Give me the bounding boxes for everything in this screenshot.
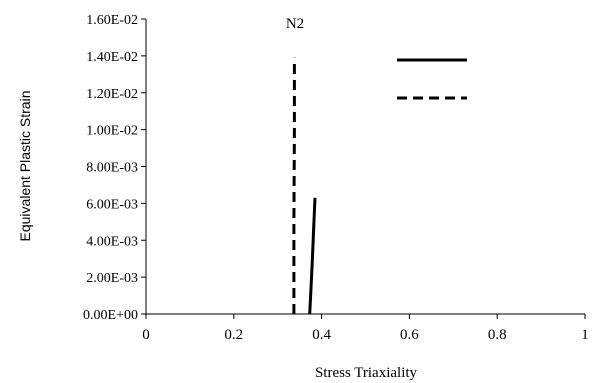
x-tick-label: 0.6: [400, 327, 419, 343]
x-tick-label: 0.4: [312, 327, 331, 343]
x-tick-label: 0: [142, 327, 150, 343]
y-tick-label: 4.00E-03: [86, 234, 138, 249]
chart-title: N2: [286, 16, 304, 32]
y-tick-label: 0.00E+00: [83, 308, 138, 323]
y-tick-label: 6.00E-03: [86, 197, 138, 212]
x-tick-label: 1: [581, 327, 589, 343]
x-tick-label: 0.8: [488, 327, 507, 343]
ticks: 0.00E+00 2.00E-03 4.00E-03 6.00E-03 8.00E-03…: [83, 13, 589, 343]
y-tick-label: 8.00E-03: [86, 161, 138, 176]
y-tick-label: 1.00E-02: [86, 124, 138, 139]
solid-series-line: [308, 197, 317, 315]
legend: [397, 58, 467, 100]
dashed-series-line: [292, 57, 296, 314]
y-tick-label: 1.60E-02: [86, 13, 138, 28]
y-tick-label: 2.00E-03: [86, 271, 138, 286]
x-tick-label: 0.2: [224, 327, 243, 343]
axes: [145, 19, 585, 315]
series-layer: [292, 57, 317, 315]
x-axis-label: Stress Triaxiality: [315, 365, 418, 381]
y-axis-label: Equivalent Plastic Strain: [17, 91, 33, 242]
y-tick-label: 1.20E-02: [86, 87, 138, 102]
y-tick-label: 1.40E-02: [86, 50, 138, 65]
